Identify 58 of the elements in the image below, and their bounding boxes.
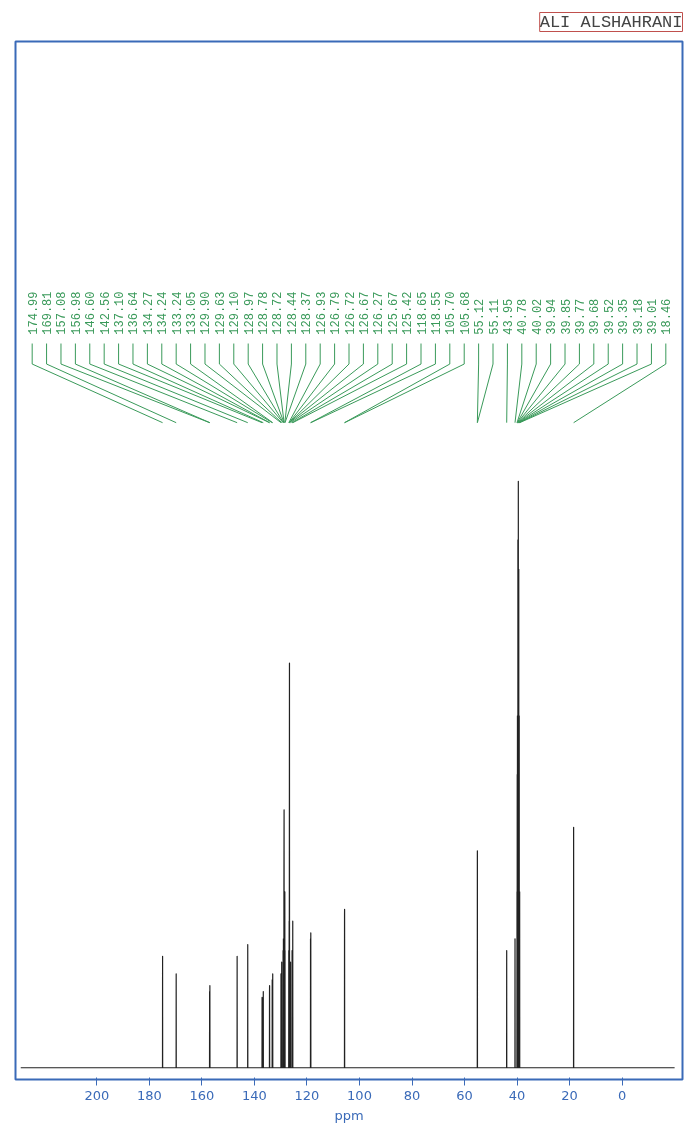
annotation: 43.95 — [501, 298, 516, 335]
annotation: 128.37 — [300, 291, 315, 335]
annotation: 137.10 — [113, 291, 128, 335]
annotation: 126.67 — [357, 291, 372, 335]
annotation: 129.63 — [213, 291, 228, 335]
annotation: 134.27 — [141, 291, 156, 335]
annotation: 128.72 — [271, 291, 286, 335]
annotation: 118.65 — [415, 291, 430, 335]
chart-title: ALI ALSHAHRANI — [539, 12, 683, 32]
annotation: 126.79 — [329, 291, 344, 335]
x-tick-label: 0 — [617, 1087, 627, 1103]
annotation: 136.64 — [127, 291, 142, 335]
annotation: 18.46 — [660, 298, 675, 335]
x-tick-label: 140 — [242, 1087, 267, 1103]
annotation: 125.67 — [386, 291, 401, 335]
annotation: 133.05 — [185, 291, 200, 335]
x-tick-label: 80 — [403, 1087, 421, 1103]
annotation: 133.24 — [170, 291, 185, 335]
x-tick-label: 20 — [561, 1087, 578, 1103]
annotation: 39.94 — [545, 298, 560, 335]
annotation: 39.35 — [617, 298, 632, 335]
annotation: 146.60 — [84, 291, 99, 335]
annotation: 126.27 — [372, 291, 387, 335]
annotation: 169.81 — [41, 291, 56, 335]
annotation: 128.97 — [242, 291, 257, 335]
x-tick-label: 120 — [294, 1087, 320, 1103]
annotation: 55.11 — [487, 298, 502, 335]
annotation: 174.99 — [26, 291, 41, 335]
annotation: 134.24 — [156, 291, 171, 335]
annotation: 39.68 — [588, 298, 603, 335]
annotation: 128.44 — [285, 291, 300, 335]
annotation: 39.52 — [602, 298, 617, 335]
annotation: 39.77 — [573, 298, 588, 335]
annotation: 40.02 — [530, 298, 545, 335]
x-tick-label: 160 — [189, 1087, 215, 1103]
annotation: 126.72 — [343, 291, 358, 335]
annotation: 40.78 — [516, 298, 531, 335]
x-tick-label: 100 — [347, 1087, 372, 1103]
annotation: 39.18 — [631, 298, 646, 335]
annotation: 126.93 — [314, 291, 329, 335]
annotation: 156.98 — [69, 291, 84, 335]
annotation: 105.68 — [458, 291, 473, 335]
annotation: 128.78 — [257, 291, 272, 335]
x-tick-label: 180 — [137, 1087, 162, 1103]
annotation: 125.42 — [401, 291, 416, 335]
annotation: 142.56 — [98, 291, 113, 335]
x-tick-label: 60 — [456, 1087, 473, 1103]
annotation: 129.90 — [199, 291, 214, 335]
x-axis-title: ppm — [334, 1107, 364, 1123]
annotation: 39.85 — [559, 298, 574, 335]
x-tick-label: 200 — [84, 1087, 110, 1103]
annotation: 157.08 — [55, 291, 70, 335]
annotation: 118.55 — [429, 291, 444, 335]
annotation: 39.01 — [645, 298, 660, 335]
x-tick-label: 40 — [508, 1087, 526, 1103]
annotation: 129.10 — [228, 291, 243, 335]
annotation: 105.70 — [444, 291, 459, 335]
annotation: 55.12 — [473, 298, 488, 335]
